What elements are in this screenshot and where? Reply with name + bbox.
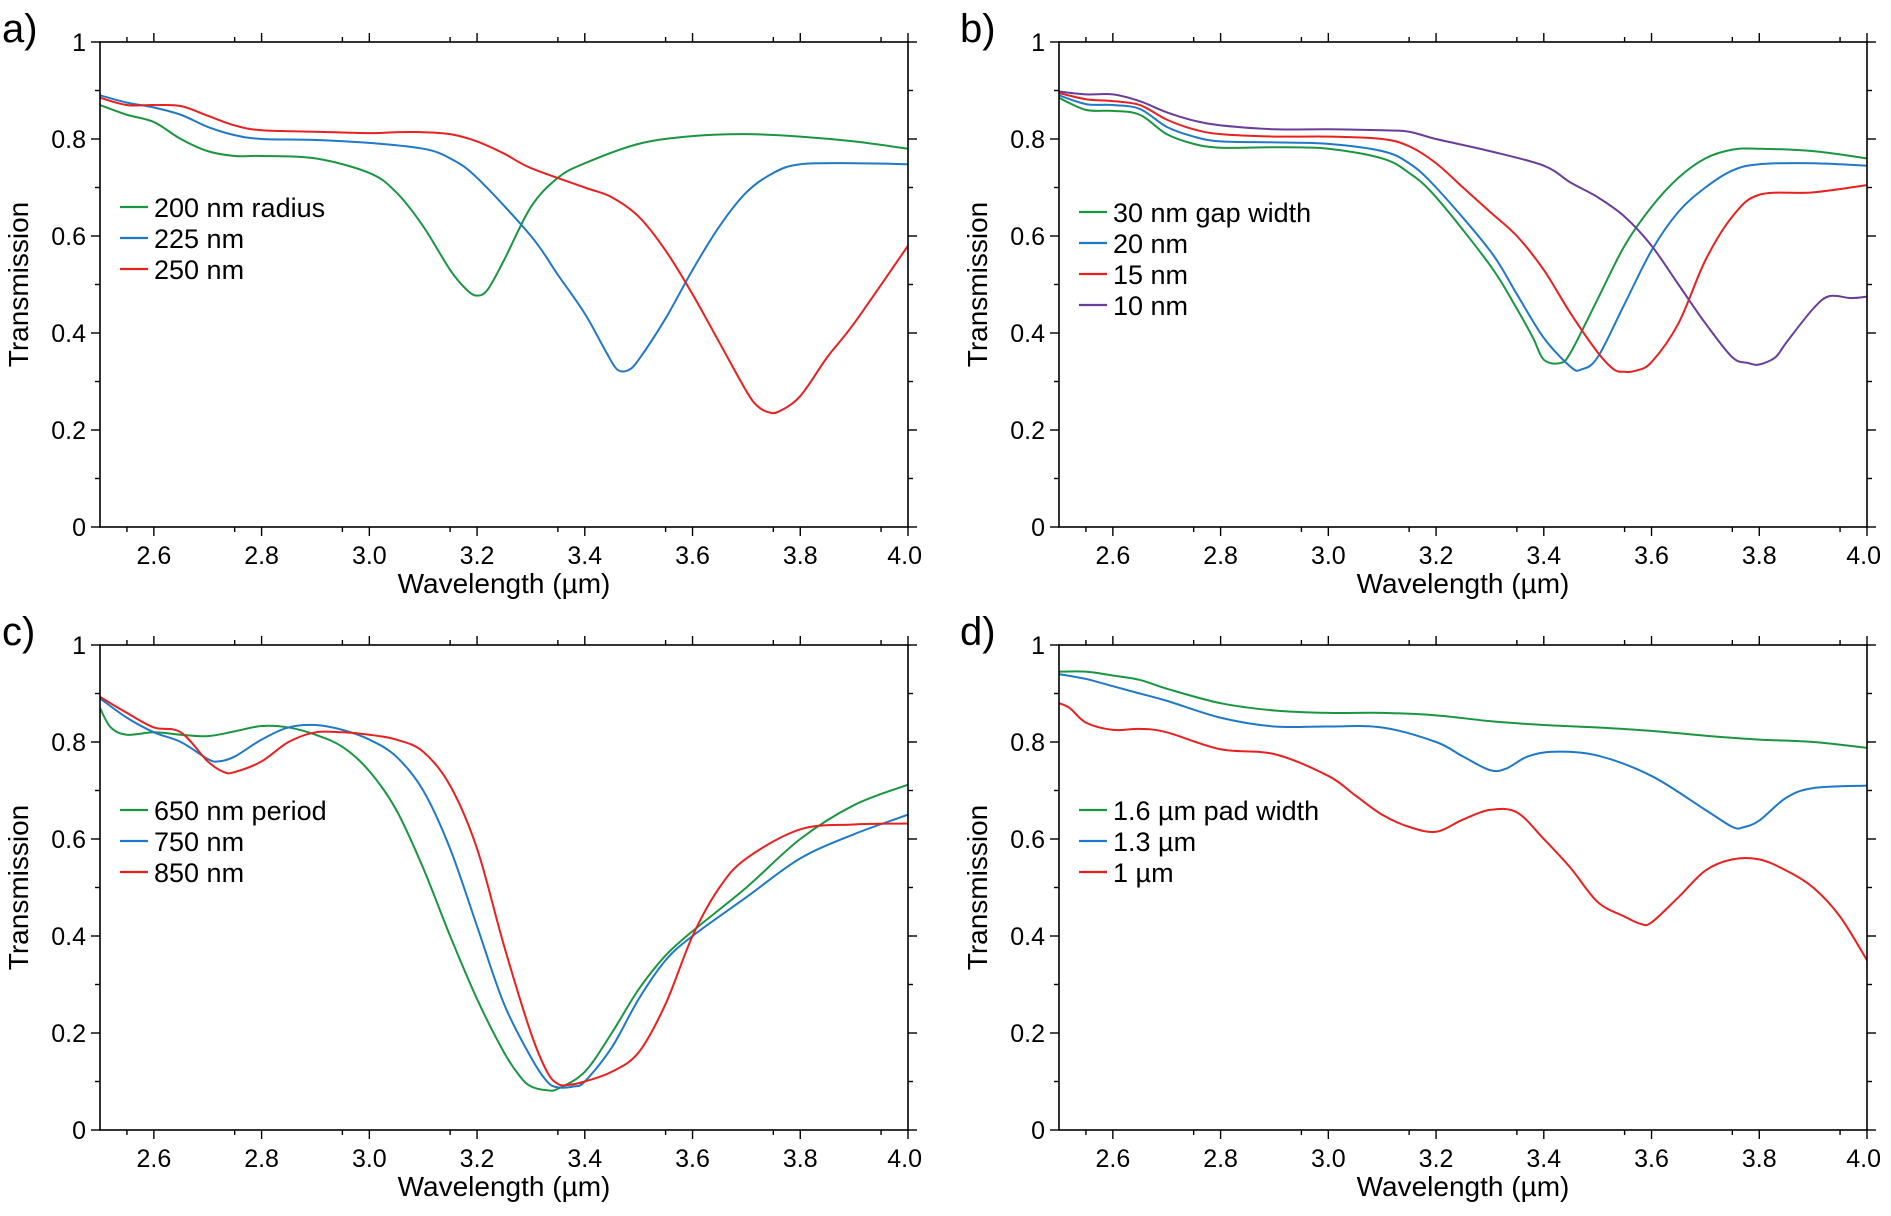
x-tick-label: 4.0 <box>887 1145 922 1173</box>
legend-entry: 200 nm radius <box>154 193 325 223</box>
chart-panel-d: d) 0 0.2 0.4 0.6 0.8 1 2.6 2.8 3.0 3.2 3.4 3.6 3.8 4.0… <box>960 610 1881 1202</box>
legend-entry: 250 nm <box>154 255 244 285</box>
x-tick-label: 3.8 <box>1742 542 1777 570</box>
y-axis-title: Transmission <box>3 202 34 367</box>
x-axis-title: Wavelength (µm) <box>398 1171 611 1202</box>
series-line-3 <box>100 96 908 415</box>
x-tick-label: 3.8 <box>783 542 818 570</box>
x-tick-label: 4.0 <box>887 542 922 570</box>
series-line-3 <box>100 695 908 1087</box>
x-tick-label: 3.4 <box>1526 1145 1561 1173</box>
x-tick-label: 2.8 <box>244 542 279 570</box>
series-line-3 <box>1059 91 1867 374</box>
legend-entry: 1 µm <box>1113 858 1174 888</box>
y-tick-label: 0.6 <box>51 826 86 854</box>
series-line-1 <box>100 104 908 297</box>
x-axis-title: Wavelength (µm) <box>1357 568 1570 599</box>
x-axis-title: Wavelength (µm) <box>1357 1171 1570 1202</box>
x-tick-label: 3.8 <box>1742 1145 1777 1173</box>
y-tick-label: 0.4 <box>51 320 86 348</box>
chart-panel-a: a) 0 0.2 0.4 0.6 0.8 1 2.6 2.8 3.0 3.2 3.4 3.6 3.8 4.0… <box>2 7 922 599</box>
y-tick-label: 0.4 <box>1010 320 1045 348</box>
x-tick-label: 3.0 <box>1311 542 1346 570</box>
panel-label: d) <box>960 610 996 654</box>
legend-entry: 850 nm <box>154 858 244 888</box>
series-line-1 <box>1059 96 1867 365</box>
panel-label: c) <box>2 610 35 654</box>
y-tick-label: 0.2 <box>51 1020 86 1048</box>
x-tick-label: 3.6 <box>675 1145 710 1173</box>
x-tick-label: 4.0 <box>1846 1145 1881 1173</box>
series-line-2 <box>100 94 908 373</box>
legend-entry: 1.3 µm <box>1113 827 1196 857</box>
y-tick-label: 0 <box>1031 1117 1045 1145</box>
series-line-2 <box>1059 673 1867 830</box>
x-tick-label: 2.6 <box>136 542 171 570</box>
legend-entry: 750 nm <box>154 827 244 857</box>
x-tick-label: 2.8 <box>244 1145 279 1173</box>
x-tick-label: 3.0 <box>352 542 387 570</box>
series-line-3 <box>1059 702 1867 962</box>
x-tick-label: 3.4 <box>1526 542 1561 570</box>
x-tick-label: 2.8 <box>1203 1145 1238 1173</box>
y-tick-label: 0.2 <box>1010 417 1045 445</box>
y-tick-label: 1 <box>72 632 86 660</box>
y-tick-label: 0.6 <box>51 223 86 251</box>
x-tick-label: 3.2 <box>1419 1145 1454 1173</box>
x-tick-label: 3.6 <box>1634 542 1669 570</box>
y-tick-label: 0 <box>72 1117 86 1145</box>
series-line-1 <box>100 707 908 1092</box>
series-line-2 <box>100 697 908 1089</box>
legend-entry: 650 nm period <box>154 796 327 826</box>
legend-entry: 1.6 µm pad width <box>1113 796 1319 826</box>
panel-label: b) <box>960 7 996 51</box>
x-tick-label: 2.6 <box>136 1145 171 1173</box>
y-tick-label: 0 <box>72 514 86 542</box>
y-tick-label: 0.6 <box>1010 223 1045 251</box>
x-tick-label: 3.2 <box>460 542 495 570</box>
series-line-1 <box>1059 670 1867 749</box>
y-tick-label: 0.8 <box>1010 729 1045 757</box>
legend-entry: 225 nm <box>154 224 244 254</box>
x-tick-label: 3.0 <box>1311 1145 1346 1173</box>
legend-entry: 10 nm <box>1113 291 1188 321</box>
chart-panel-c: c) 0 0.2 0.4 0.6 0.8 1 2.6 2.8 3.0 3.2 3.4 3.6 3.8 4.0… <box>2 610 922 1202</box>
legend-entry: 15 nm <box>1113 260 1188 290</box>
chart-panel-b: b) 0 0.2 0.4 0.6 0.8 1 2.6 2.8 3.0 3.2 3.4 3.6 3.8 4.0… <box>960 7 1881 599</box>
y-tick-label: 0.2 <box>51 417 86 445</box>
x-axis-title: Wavelength (µm) <box>398 568 611 599</box>
series-line-2 <box>1059 94 1867 372</box>
y-tick-label: 1 <box>1031 632 1045 660</box>
x-tick-label: 2.8 <box>1203 542 1238 570</box>
y-tick-label: 0.4 <box>51 923 86 951</box>
series-line-4 <box>1059 90 1867 366</box>
panel-label: a) <box>2 7 38 51</box>
x-tick-label: 3.2 <box>460 1145 495 1173</box>
x-tick-label: 3.6 <box>675 542 710 570</box>
x-tick-label: 3.6 <box>1634 1145 1669 1173</box>
y-tick-label: 0.6 <box>1010 826 1045 854</box>
x-tick-label: 3.4 <box>567 542 602 570</box>
legend-entry: 20 nm <box>1113 229 1188 259</box>
x-tick-label: 3.8 <box>783 1145 818 1173</box>
y-axis-title: Transmission <box>962 805 993 970</box>
y-tick-label: 1 <box>72 29 86 57</box>
y-tick-label: 0 <box>1031 514 1045 542</box>
x-tick-label: 2.6 <box>1095 542 1130 570</box>
y-axis-title: Transmission <box>3 805 34 970</box>
x-tick-label: 2.6 <box>1095 1145 1130 1173</box>
y-tick-label: 0.8 <box>1010 126 1045 154</box>
y-tick-label: 1 <box>1031 29 1045 57</box>
x-tick-label: 3.0 <box>352 1145 387 1173</box>
x-tick-label: 3.4 <box>567 1145 602 1173</box>
y-tick-label: 0.2 <box>1010 1020 1045 1048</box>
legend-entry: 30 nm gap width <box>1113 198 1311 228</box>
y-tick-label: 0.8 <box>51 729 86 757</box>
y-axis-title: Transmission <box>962 202 993 367</box>
x-tick-label: 4.0 <box>1846 542 1881 570</box>
y-tick-label: 0.8 <box>51 126 86 154</box>
x-tick-label: 3.2 <box>1419 542 1454 570</box>
y-tick-label: 0.4 <box>1010 923 1045 951</box>
